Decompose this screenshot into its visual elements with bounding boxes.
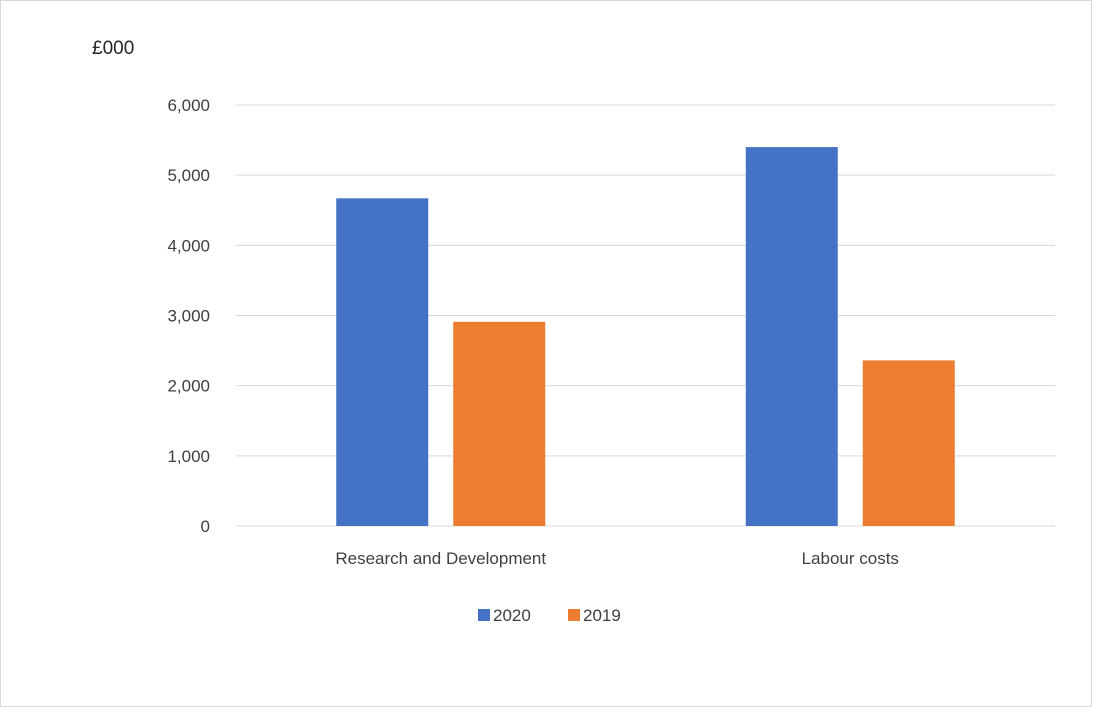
legend-label-2020: 2020 xyxy=(493,606,531,625)
bar-2020-research-and-development xyxy=(336,198,429,527)
bars xyxy=(336,147,955,527)
bar-2020-labour-costs xyxy=(745,147,838,526)
legend-swatch-2019 xyxy=(568,609,580,621)
x-axis-ticks: Research and Development Labour costs xyxy=(335,549,899,568)
y-tick-label: 6,000 xyxy=(167,96,210,115)
legend-swatch-2020 xyxy=(478,609,490,621)
y-tick-label: 1,000 xyxy=(167,447,210,466)
y-tick-label: 3,000 xyxy=(167,307,210,326)
legend-label-2019: 2019 xyxy=(583,606,621,625)
bar-2019-labour-costs xyxy=(862,360,955,526)
y-axis-ticks: 0 1,000 2,000 3,000 4,000 5,000 6,000 xyxy=(167,96,210,536)
x-tick-label: Labour costs xyxy=(802,549,899,568)
y-tick-label: 4,000 xyxy=(167,236,210,255)
legend: 2020 2019 xyxy=(478,606,621,625)
y-unit-label: £000 xyxy=(92,38,134,59)
x-tick-label: Research and Development xyxy=(335,549,546,568)
y-tick-label: 0 xyxy=(201,517,210,536)
bar-2019-research-and-development xyxy=(453,321,546,526)
y-tick-label: 5,000 xyxy=(167,166,210,185)
y-tick-label: 2,000 xyxy=(167,377,210,396)
